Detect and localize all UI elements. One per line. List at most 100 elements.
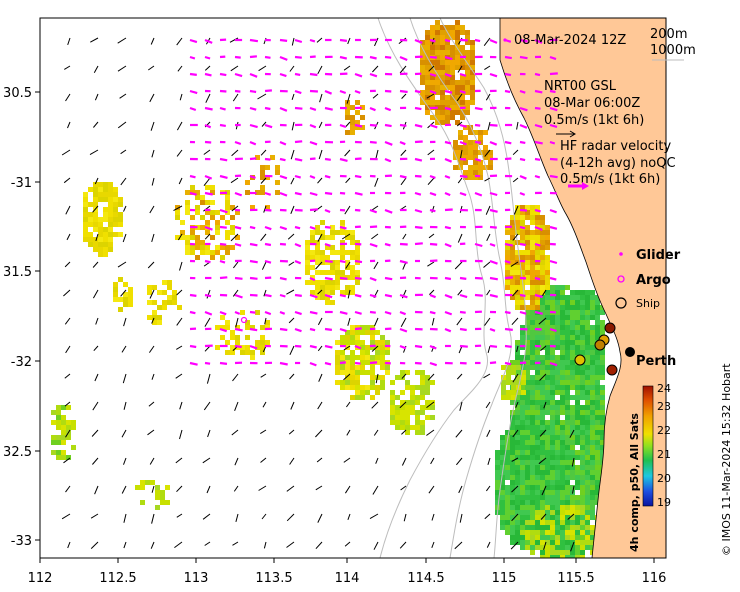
sst-pixel bbox=[450, 60, 455, 65]
sst-pixel bbox=[506, 375, 511, 380]
sst-pixel bbox=[515, 210, 520, 215]
sst-pixel bbox=[545, 500, 550, 505]
gsl-vector bbox=[569, 429, 575, 438]
gsl-vector bbox=[94, 373, 99, 382]
sst-pixel bbox=[355, 335, 360, 340]
hf-vector bbox=[414, 344, 423, 349]
sst-pixel bbox=[550, 550, 555, 555]
hf-vector bbox=[309, 140, 318, 146]
sst-pixel bbox=[468, 125, 473, 130]
gsl-vector bbox=[263, 205, 267, 213]
sst-pixel bbox=[550, 410, 555, 415]
sst-pixel bbox=[113, 187, 118, 192]
sst-pixel bbox=[98, 182, 103, 187]
sst-pixel bbox=[195, 240, 200, 245]
sst-pixel bbox=[385, 365, 390, 370]
gsl-vector bbox=[264, 317, 267, 325]
hf-vector bbox=[309, 106, 317, 111]
hf-vector bbox=[249, 72, 258, 78]
hf-vector bbox=[294, 310, 302, 316]
sst-pixel bbox=[565, 425, 570, 430]
sst-pixel bbox=[535, 315, 540, 320]
sst-pixel bbox=[516, 375, 521, 380]
sst-pixel bbox=[595, 360, 600, 365]
hf-vector bbox=[204, 310, 213, 316]
sst-pixel bbox=[330, 265, 335, 270]
sst-pixel bbox=[440, 45, 445, 50]
sst-pixel bbox=[430, 415, 435, 420]
sst-pixel bbox=[435, 30, 440, 35]
sst-pixel bbox=[510, 400, 515, 405]
sst-pixel bbox=[255, 190, 260, 195]
sst-pixel bbox=[550, 470, 555, 475]
sst-pixel bbox=[265, 205, 270, 210]
gsl-vector bbox=[64, 317, 71, 325]
sst-pixel bbox=[545, 380, 550, 385]
sst-pixel bbox=[515, 455, 520, 460]
sst-pixel bbox=[365, 350, 370, 355]
sst-pixel bbox=[530, 310, 535, 315]
sst-pixel bbox=[375, 340, 380, 345]
hf-vector bbox=[279, 72, 287, 78]
sst-pixel bbox=[570, 440, 575, 445]
sst-pixel bbox=[540, 240, 545, 245]
gsl-vector bbox=[232, 373, 239, 382]
sst-pixel bbox=[235, 335, 240, 340]
sst-pixel bbox=[575, 330, 580, 335]
sst-pixel bbox=[511, 365, 516, 370]
sst-pixel bbox=[345, 290, 350, 295]
sst-pixel bbox=[225, 250, 230, 255]
gsl-vector bbox=[176, 37, 183, 46]
sst-pixel bbox=[590, 535, 595, 540]
sst-pixel bbox=[545, 425, 550, 430]
hf-vector bbox=[519, 208, 528, 212]
sst-pixel bbox=[565, 555, 570, 558]
gsl-vector bbox=[148, 65, 155, 71]
sst-pixel bbox=[580, 460, 585, 465]
sst-pixel bbox=[458, 145, 463, 150]
sst-pixel bbox=[520, 540, 525, 545]
sst-pixel bbox=[415, 395, 420, 400]
legend-argo-label: Argo bbox=[636, 273, 671, 288]
sst-pixel bbox=[505, 455, 510, 460]
sst-pixel bbox=[555, 525, 560, 530]
sst-pixel bbox=[61, 455, 66, 460]
gsl-vector bbox=[426, 429, 435, 436]
sst-pixel bbox=[370, 345, 375, 350]
sst-pixel bbox=[540, 345, 545, 350]
sst-pixel bbox=[415, 415, 420, 420]
sst-pixel bbox=[570, 500, 575, 505]
hf-vector bbox=[219, 174, 228, 179]
sst-pixel bbox=[565, 475, 570, 480]
sst-pixel bbox=[540, 335, 545, 340]
sst-pixel bbox=[400, 425, 405, 430]
gsl-vector bbox=[65, 345, 71, 354]
sst-pixel bbox=[465, 30, 470, 35]
sst-pixel bbox=[355, 370, 360, 375]
sst-pixel bbox=[500, 460, 505, 465]
gsl-vector bbox=[288, 261, 295, 266]
sst-pixel bbox=[525, 355, 530, 360]
sst-pixel bbox=[340, 380, 345, 385]
gsl-vector bbox=[455, 429, 463, 438]
sst-pixel bbox=[565, 385, 570, 390]
sst-pixel bbox=[510, 280, 515, 285]
sst-pixel bbox=[525, 540, 530, 545]
sst-pixel bbox=[545, 550, 550, 555]
sst-pixel bbox=[375, 390, 380, 395]
sst-pixel bbox=[530, 300, 535, 305]
sst-pixel bbox=[340, 270, 345, 275]
sst-pixel bbox=[560, 510, 565, 515]
sst-pixel bbox=[510, 430, 515, 435]
sst-pixel bbox=[325, 260, 330, 265]
sst-pixel bbox=[510, 520, 515, 525]
sst-pixel bbox=[325, 255, 330, 260]
sst-pixel bbox=[473, 160, 478, 165]
hf-vector bbox=[474, 106, 483, 111]
gsl-vector bbox=[289, 345, 295, 356]
sst-pixel bbox=[600, 405, 605, 410]
sst-pixel bbox=[600, 445, 605, 450]
sst-pixel bbox=[540, 525, 545, 530]
sst-pixel bbox=[185, 235, 190, 240]
sst-pixel bbox=[575, 315, 580, 320]
